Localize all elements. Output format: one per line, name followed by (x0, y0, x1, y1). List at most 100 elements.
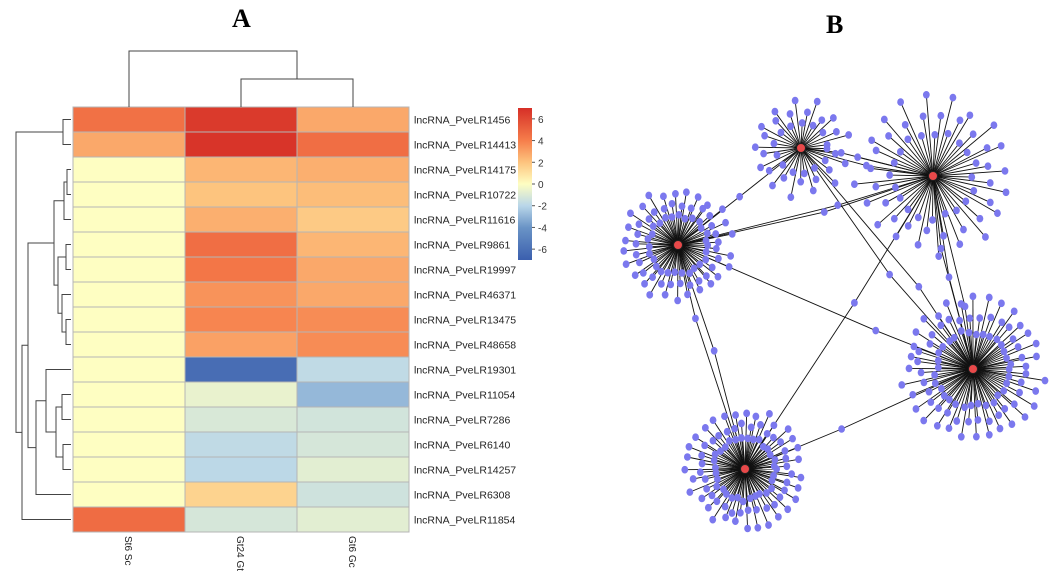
network-edge (972, 368, 1022, 383)
network-edge (972, 356, 1037, 370)
network-leaf-node (696, 217, 704, 226)
network-edge (972, 332, 1029, 370)
network-edge (917, 360, 974, 370)
network-edge (660, 244, 679, 285)
network-leaf-node (909, 390, 917, 399)
network-leaf-node (787, 122, 794, 131)
network-leaf-node (1003, 354, 1010, 362)
network-edge (932, 133, 974, 177)
network-edge (932, 147, 988, 177)
network-edge (677, 244, 700, 282)
network-edge (744, 458, 786, 470)
network-leaf-node (672, 189, 679, 198)
network-leaf-node (702, 248, 710, 256)
network-edge (744, 424, 761, 470)
network-leaf-node (686, 269, 694, 278)
network-leaf-node (917, 368, 925, 377)
row-label: lncRNA_PveLR9861 (414, 240, 510, 252)
network-edge (918, 286, 974, 370)
network-edge (932, 115, 971, 177)
network-leaf-node (709, 436, 717, 445)
network-leaf-node (904, 222, 912, 230)
network-leaf-node (698, 494, 706, 503)
network-leaf-node (688, 214, 696, 223)
network-edge (932, 175, 934, 220)
network-leaf-node (731, 424, 738, 433)
network-edge (972, 326, 1010, 370)
network-hub-node (740, 464, 750, 474)
network-leaf-node (986, 198, 994, 207)
network-edge (932, 175, 998, 214)
network-leaf-node (920, 416, 928, 425)
network-edge (932, 152, 968, 177)
network-leaf-node (1033, 352, 1040, 361)
network-edges (623, 94, 1046, 529)
network-leaf-node (927, 398, 935, 406)
network-leaf-node (686, 281, 694, 289)
network-leaf-node (813, 97, 821, 106)
network-edge (972, 368, 999, 396)
network-leaf-node (798, 119, 806, 127)
network-leaf-node (732, 435, 740, 444)
network-edge (922, 116, 934, 177)
network-shared-node (945, 273, 953, 281)
network-edge (932, 165, 989, 177)
network-leaf-node (768, 476, 776, 485)
network-edge (677, 232, 708, 246)
network-leaf-node (721, 502, 729, 511)
network-edge (739, 468, 746, 513)
network-leaf-node (972, 432, 980, 441)
network-leaf-node (634, 230, 642, 238)
network-leaf-node (770, 462, 778, 470)
column-label: St6 Sc (122, 536, 133, 565)
row-label: lncRNA_PveLR1456 (414, 115, 510, 127)
network-leaf-node (696, 468, 704, 476)
network-leaf-node (885, 132, 892, 140)
network-leaf-node (940, 232, 947, 240)
heatmap-cell (296, 306, 410, 333)
network-leaf-node (783, 462, 791, 471)
network-leaf-node (931, 371, 939, 379)
network-leaf-node (896, 194, 904, 202)
network-edge (932, 175, 966, 307)
network-leaf-node (1032, 387, 1040, 395)
network-leaf-node (1014, 343, 1022, 351)
network-leaf-node (986, 179, 994, 187)
network-edge (841, 368, 974, 430)
network-edge (662, 196, 679, 246)
network-leaf-node (645, 242, 653, 251)
network-leaf-node (1016, 388, 1023, 397)
colorbar-tick-label: 2 (538, 158, 544, 169)
network-leaf-node (703, 485, 711, 493)
network-edge (720, 450, 746, 470)
network-leaf-node (918, 132, 925, 140)
network-edge (945, 302, 974, 370)
network-edge (824, 175, 934, 213)
network-leaf-node (695, 277, 703, 285)
network-leaf-node (1009, 335, 1017, 343)
network-edge (677, 244, 713, 268)
network-leaf-node (766, 410, 773, 418)
network-leaf-node (698, 459, 706, 468)
network-edge (783, 147, 802, 179)
network-leaf-node (738, 419, 745, 428)
network-edge (764, 135, 802, 149)
network-edge (932, 97, 954, 177)
heatmap-cell (296, 131, 410, 158)
network-leaf-node (770, 433, 777, 442)
network-leaf-node (649, 273, 656, 281)
network-leaf-node (997, 341, 1005, 349)
network-leaf-node (915, 347, 923, 356)
network-edge (711, 468, 746, 496)
network-shared-node (886, 270, 893, 279)
network-edge (744, 439, 760, 470)
column-dendrogram (128, 50, 354, 107)
network-leaf-node (841, 159, 849, 168)
network-edge (899, 175, 934, 199)
network-leaf-node (897, 98, 905, 106)
network-leaf-node (657, 280, 665, 288)
network-leaf-node (639, 269, 647, 277)
network-edge (889, 274, 974, 370)
network-edge (932, 175, 957, 211)
network-edge (760, 147, 802, 168)
